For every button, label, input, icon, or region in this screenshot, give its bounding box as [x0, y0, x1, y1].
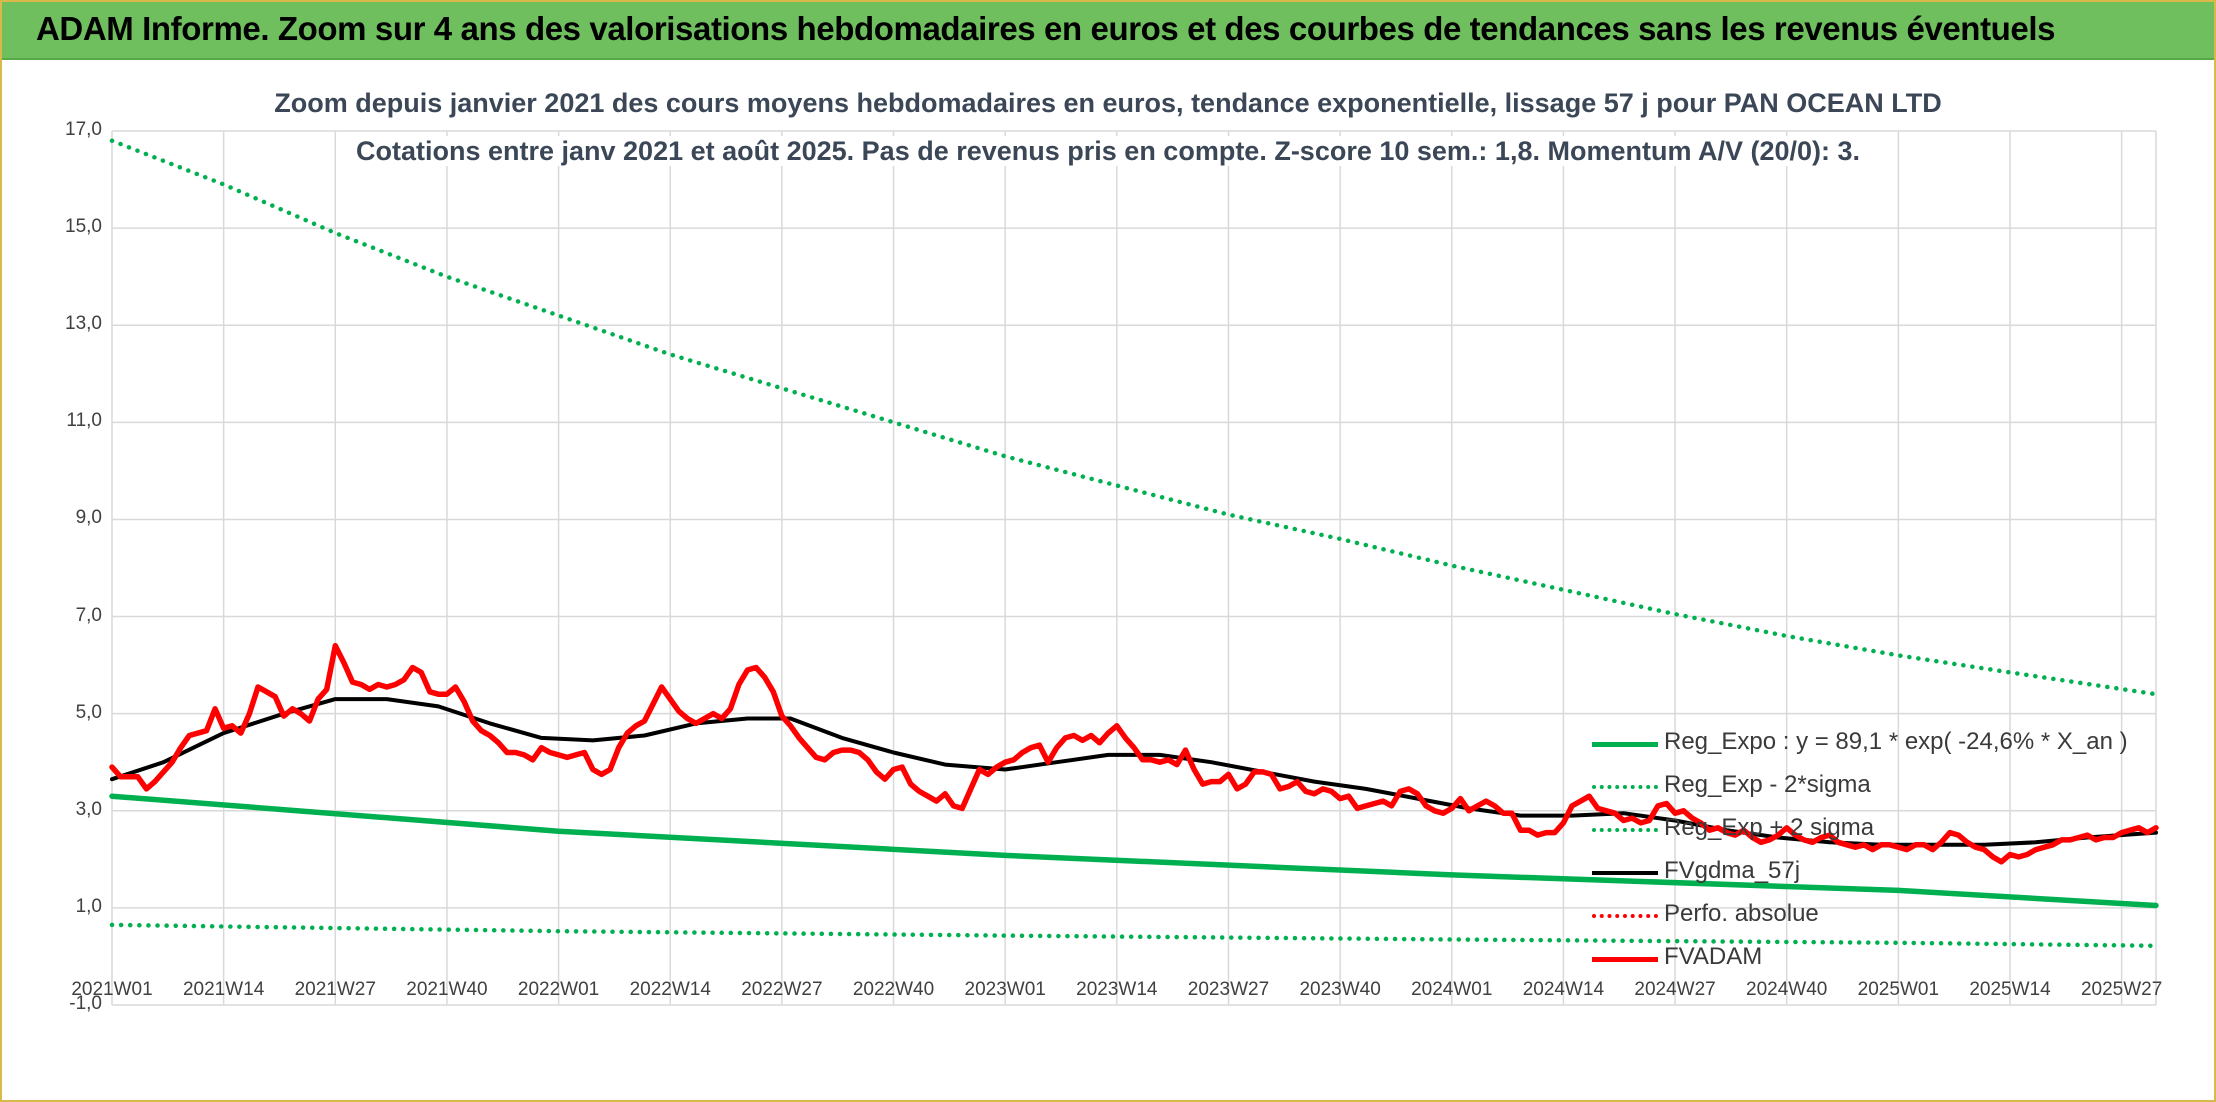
chart-subtitle-text: Cotations entre janv 2021 et août 2025. … — [347, 136, 1869, 166]
legend-item: Reg_Exp + 2 sigma — [1592, 808, 2152, 851]
series-line-0 — [109, 793, 2159, 909]
legend-swatch — [1592, 785, 1658, 789]
legend-swatch — [1592, 871, 1658, 875]
x-tick-label: 2022W14 — [629, 979, 711, 1000]
legend-swatch — [1592, 957, 1658, 962]
chart-title: Zoom depuis janvier 2021 des cours moyen… — [0, 88, 2216, 119]
x-tick-label: 2025W14 — [1969, 979, 2051, 1000]
legend-label: FVgdma_57j — [1664, 857, 1801, 884]
legend-swatch — [1592, 828, 1658, 832]
legend-item: FVADAM — [1592, 937, 2152, 980]
x-tick-label: 2024W14 — [1522, 979, 1605, 1000]
x-tick-label: 2021W27 — [294, 979, 376, 1000]
y-tick-label: 17,0 — [65, 119, 102, 140]
chart-title-text: Zoom depuis janvier 2021 des cours moyen… — [266, 88, 1950, 118]
legend-label: FVADAM — [1664, 943, 1763, 970]
y-tick-label: 9,0 — [75, 507, 102, 529]
page-title: ADAM Informe. Zoom sur 4 ans des valoris… — [36, 10, 2056, 47]
legend-label: Reg_Exp - 2*sigma — [1664, 771, 1871, 798]
y-tick-label: 1,0 — [75, 895, 102, 917]
legend-label: Perfo. absolue — [1664, 900, 1819, 927]
legend-item: Reg_Expo : y = 89,1 * exp( -24,6% * X_an… — [1592, 722, 2152, 765]
x-tick-label: 2021W01 — [71, 979, 153, 1000]
x-tick-label: 2023W14 — [1076, 979, 1158, 1000]
x-tick-label: 2021W14 — [182, 979, 265, 1000]
series-line-1 — [109, 922, 2159, 949]
legend: Reg_Expo : y = 89,1 * exp( -24,6% * X_an… — [1592, 722, 2152, 980]
series-layer — [109, 138, 2159, 949]
y-tick-label: 5,0 — [75, 701, 102, 723]
x-tick-label: 2025W27 — [2080, 979, 2163, 1000]
x-tick-label: 2022W01 — [517, 979, 600, 1000]
legend-swatch — [1592, 914, 1658, 918]
x-tick-label: 2023W01 — [964, 979, 1046, 1000]
legend-item: Reg_Exp - 2*sigma — [1592, 765, 2152, 808]
legend-swatch — [1592, 742, 1658, 747]
y-tick-label: 7,0 — [75, 604, 102, 626]
x-tick-label: 2022W27 — [741, 979, 823, 1000]
chart-subtitle: Cotations entre janv 2021 et août 2025. … — [0, 136, 2216, 167]
y-tick-label: -1,0 — [69, 993, 102, 1014]
legend-item: FVgdma_57j — [1592, 851, 2152, 894]
legend-label: Reg_Expo : y = 89,1 * exp( -24,6% * X_an… — [1664, 728, 2128, 755]
series-line-5 — [109, 642, 2159, 865]
x-tick-label: 2023W40 — [1299, 979, 1381, 1000]
x-tick-label: 2021W40 — [406, 979, 488, 1000]
x-tick-label: 2024W40 — [1746, 979, 1828, 1000]
legend-label: Reg_Exp + 2 sigma — [1664, 814, 1875, 841]
legend-item: Perfo. absolue — [1592, 894, 2152, 937]
y-tick-label: 13,0 — [65, 313, 102, 335]
series-line-2 — [109, 138, 2159, 697]
x-tick-label: 2022W40 — [852, 979, 935, 1000]
y-tick-label: 11,0 — [66, 410, 102, 432]
x-tick-label: 2024W27 — [1634, 979, 1716, 1000]
header-bar: ADAM Informe. Zoom sur 4 ans des valoris… — [2, 2, 2214, 60]
x-tick-label: 2025W01 — [1857, 979, 1940, 1000]
y-tick-label: 3,0 — [75, 798, 102, 820]
y-tick-label: 15,0 — [65, 216, 102, 238]
grid-lines — [111, 130, 2157, 1006]
x-tick-label: 2024W01 — [1411, 979, 1493, 1000]
x-tick-label: 2023W27 — [1187, 979, 1270, 1000]
